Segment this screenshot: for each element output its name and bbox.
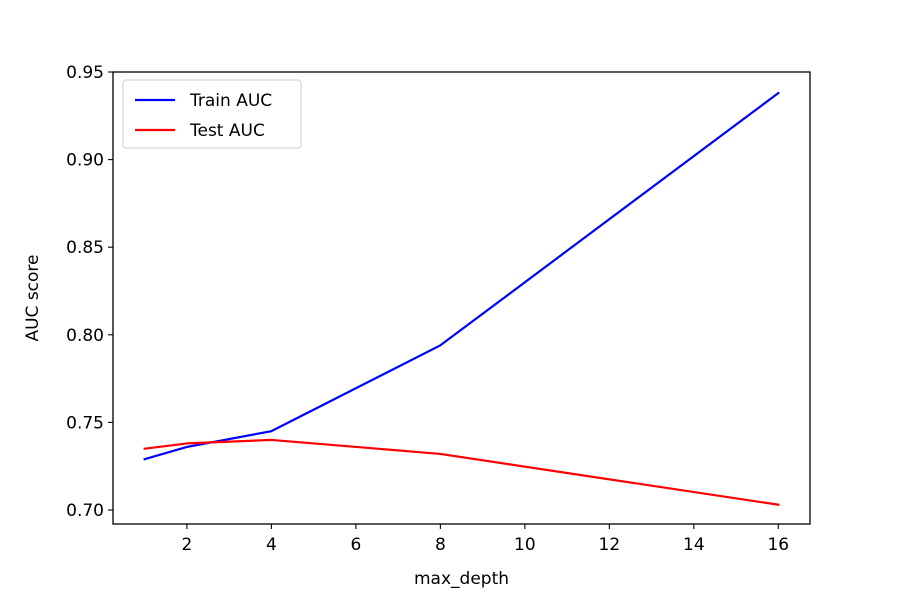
series-line-0 [143,91,780,461]
y-axis-ticks: 0.70 0.75 0.80 0.85 0.90 0.95 [66,63,113,521]
x-tick-label: 14 [683,535,705,555]
legend-label: Train AUC [189,91,272,111]
y-tick-label: 0.85 [66,238,104,258]
y-tick-label: 0.95 [66,63,104,83]
x-tick-label: 16 [767,535,789,555]
legend-label: Test AUC [189,121,265,141]
x-axis-label: max_depth [414,569,509,589]
y-tick-label: 0.75 [66,413,104,433]
x-tick-label: 2 [182,535,193,555]
x-tick-label: 4 [266,535,277,555]
series-layer [143,91,780,506]
y-tick-label: 0.70 [66,501,104,521]
y-axis-label: AUC score [23,254,43,341]
x-axis-ticks: 2 4 6 8 10 12 14 16 [182,524,789,555]
x-tick-label: 12 [599,535,621,555]
x-tick-label: 8 [435,535,446,555]
x-tick-label: 6 [350,535,361,555]
axes-frame [112,71,811,525]
series-line-1 [143,438,780,506]
x-tick-label: 10 [514,535,536,555]
y-tick-label: 0.90 [66,151,104,171]
y-tick-label: 0.80 [66,326,104,346]
legend: Train AUC Test AUC [122,79,302,149]
